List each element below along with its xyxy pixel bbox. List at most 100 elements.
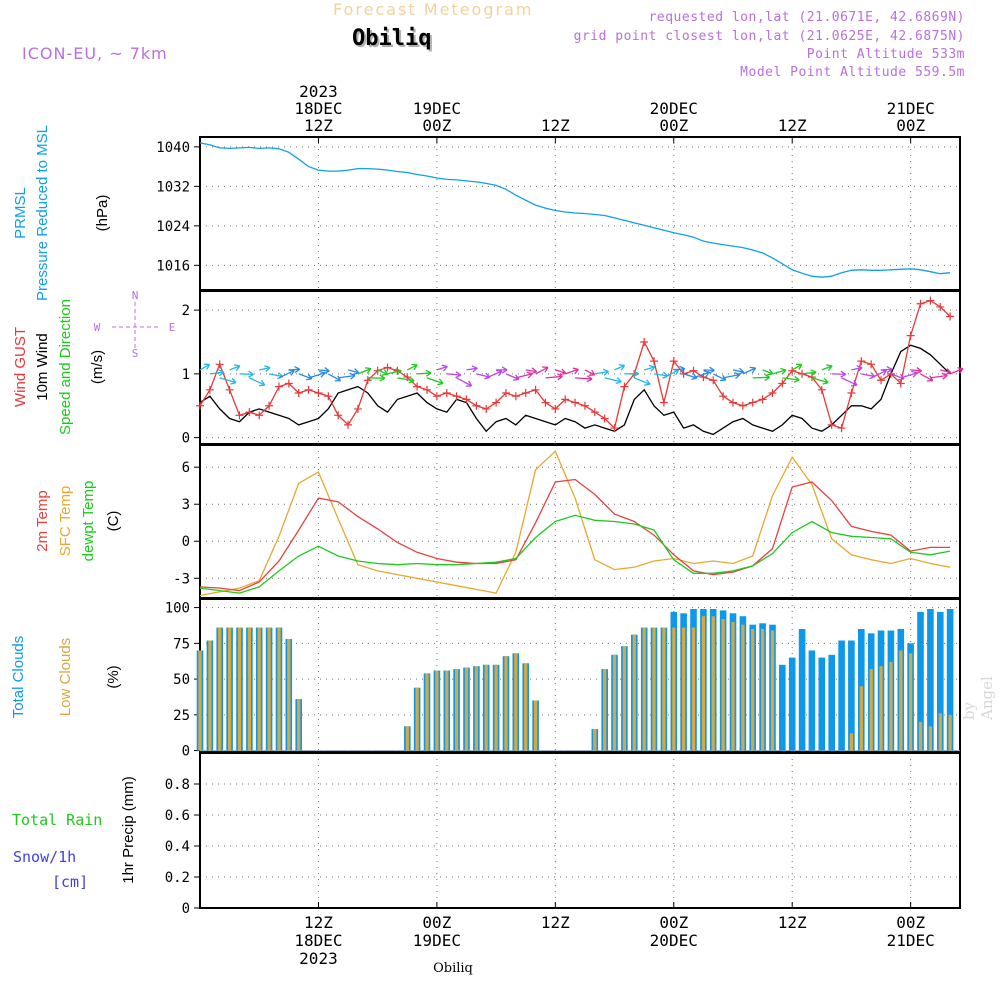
wind-direction-arrow (614, 364, 626, 371)
total-cloud-bar (828, 654, 835, 751)
wind-direction-arrow (732, 367, 745, 375)
gust-marker (906, 331, 915, 340)
wind-direction-arrow (318, 367, 330, 375)
wind-arrow-shaft (821, 365, 833, 371)
wind-arrow-head (618, 364, 626, 371)
time-label-top: 21DEC (887, 99, 935, 118)
low-cloud-bar (918, 722, 923, 751)
wind-arrow-head (425, 369, 432, 377)
panel-3: -3 0 3 6 (173, 444, 961, 599)
point-altitude: Point Altitude 533m (806, 47, 965, 62)
wind-arrow-head (615, 377, 622, 385)
wind-direction-arrow (298, 373, 313, 381)
gust-marker (758, 395, 767, 404)
gust-marker (728, 398, 737, 407)
low-cloud-bar (711, 616, 715, 751)
time-label-bottom: 21DEC (887, 931, 935, 950)
wind-arrow-shaft (653, 373, 668, 377)
low-cloud-bar (287, 639, 291, 751)
wind-arrow-shaft (861, 373, 876, 378)
total-cloud-bar (818, 657, 826, 751)
wind-direction-arrow (703, 366, 715, 374)
time-label-bottom: 00Z (659, 913, 688, 932)
low-cloud-bar (731, 621, 735, 751)
wind-direction-arrow (653, 371, 669, 379)
gust-marker (432, 392, 441, 401)
low-cloud-bar (632, 634, 636, 751)
wind-arrow-head (203, 363, 211, 370)
wind-arrow-head (365, 367, 372, 374)
wind-arrow-head (218, 369, 225, 377)
low-cloud-bar (494, 664, 498, 751)
wind-arrow-shaft (712, 373, 727, 381)
time-label-bottom: 12Z (304, 913, 333, 932)
y-tick-label: 1 (182, 367, 190, 383)
wind-arrow-shaft (614, 364, 625, 371)
wind-speed-line (199, 344, 951, 436)
wind-direction-arrow (525, 367, 537, 375)
wind-direction-arrow (693, 370, 710, 379)
low-cloud-bar (938, 713, 942, 751)
y-tick-label: 0.2 (165, 870, 190, 886)
wind-arrow-shaft (752, 376, 770, 379)
wind-arrow-shaft (259, 366, 271, 371)
gust-marker (580, 401, 589, 410)
low-cloud-bar (948, 714, 952, 751)
wind-direction-arrow (644, 364, 656, 372)
y-tick-label: 0 (182, 431, 190, 447)
low-cloud-bar (228, 627, 232, 751)
wind-direction-arrow (397, 376, 415, 384)
gust-marker (926, 296, 935, 305)
low-cloud-bar (662, 627, 666, 751)
compass-e: E (169, 321, 176, 334)
gust-marker (274, 382, 283, 391)
low-cloud-bar (415, 687, 419, 751)
model-label: ICON-EU, ~ 7km (22, 44, 168, 63)
wind-arrow-head (886, 366, 893, 374)
y-label-2m-temp: 2m Temp (34, 490, 51, 551)
wind-arrow-head (795, 363, 803, 370)
wind-arrow-head (408, 376, 415, 384)
wind-arrow-shaft (485, 370, 503, 379)
gust-marker (304, 385, 313, 394)
wind-direction-arrow (930, 372, 948, 380)
wind-arrow-shaft (417, 372, 432, 375)
wind-arrow-head (649, 364, 656, 372)
wind-arrow-shaft (791, 363, 803, 371)
wind-direction-arrow (229, 364, 241, 371)
gust-marker (590, 408, 599, 417)
panel-1: 1016 1024 1032 1040 (156, 136, 961, 291)
total-cloud-bar (937, 611, 944, 751)
low-cloud-bar (593, 729, 597, 751)
gust-marker (324, 392, 333, 401)
compass-n: N (132, 289, 139, 302)
gust-marker (284, 379, 293, 388)
y-tick-label: 0.6 (165, 808, 190, 824)
wind-arrow-shaft (564, 368, 579, 375)
wind-arrow-head (379, 374, 386, 382)
wind-direction-arrow (426, 377, 444, 386)
gust-marker (294, 389, 303, 397)
wind-direction-arrow (338, 372, 356, 380)
low-cloud-bar (721, 619, 725, 751)
wind-direction-arrow (417, 369, 432, 377)
wind-arrow-shaft (288, 368, 300, 371)
gust-marker (235, 411, 244, 420)
wind-arrow-head (840, 370, 847, 378)
requested-coordinates: requested lon,lat (21.0671E, 42.6869N) (648, 10, 965, 25)
wind-arrow-shaft (219, 377, 237, 384)
wind-direction-arrow (209, 369, 225, 377)
gust-marker (205, 385, 214, 394)
wind-arrow-head (957, 367, 964, 374)
wind-direction-arrow (594, 368, 610, 376)
wind-direction-arrow (634, 377, 651, 386)
wind-direction-arrow (831, 370, 847, 378)
wind-arrow-shaft (555, 369, 566, 374)
low-cloud-bar (652, 627, 656, 751)
gust-marker (551, 404, 560, 413)
wind-arrow-shaft (505, 373, 520, 380)
gust-marker (225, 385, 234, 394)
gust-marker (521, 389, 530, 397)
wind-direction-arrow (910, 367, 922, 375)
